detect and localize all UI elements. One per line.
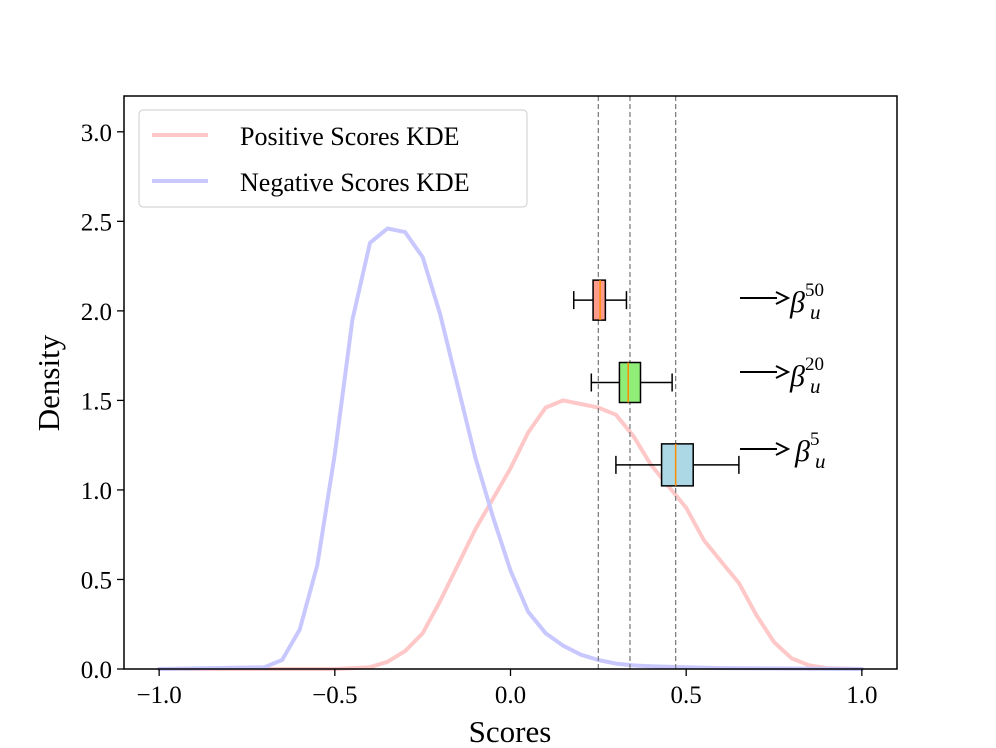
y-tick-label-4: 2.0 [81, 299, 112, 326]
boxplot-50 [572, 279, 628, 321]
annotation-beta-5: β5 u [740, 429, 826, 473]
y-tick-label-1: 0.5 [81, 567, 112, 594]
y-axis-label: Density [31, 334, 66, 431]
kde-line-positive [157, 398, 864, 671]
x-tick-label-1: −0.5 [312, 682, 357, 709]
y-tick-label-0: 0.0 [81, 657, 112, 684]
box [618, 361, 642, 404]
label-beta-5: β5 u [794, 429, 826, 473]
annotation-beta-50: β50 u [740, 280, 824, 324]
y-tick-label-6: 3.0 [81, 120, 112, 147]
beta-50-sup: 50 [805, 280, 824, 301]
x-tick-label-2: 0.0 [495, 682, 526, 709]
plot-layer [157, 96, 864, 671]
x-tick-label-4: 1.0 [846, 682, 877, 709]
boxplot-5 [615, 443, 740, 487]
legend: Positive Scores KDE Negative Scores KDE [138, 109, 528, 208]
arrow-head-beta-20 [775, 365, 791, 379]
x-tick-label-0: −1.0 [136, 682, 181, 709]
axis-layer: −1.0 −0.5 0.0 0.5 1.0 0.0 0.5 1.0 1.5 2.0 2.5 3.0 [81, 120, 878, 709]
beta-20-sub: u [810, 374, 821, 398]
y-tick-label-5: 2.5 [81, 209, 112, 236]
beta-5-sub: u [815, 449, 826, 473]
annotation-beta-20: β20 u [740, 354, 824, 398]
beta-5-base: β [794, 435, 810, 468]
arrow-head-beta-5 [775, 442, 791, 456]
beta-50-base: β [789, 286, 805, 319]
beta-20-sup: 20 [805, 354, 824, 375]
legend-frame [138, 109, 528, 208]
label-beta-50: β50 u [789, 280, 824, 324]
x-axis-label: Scores [469, 714, 552, 748]
boxplot-20 [590, 361, 673, 404]
legend-label-negative: Negative Scores KDE [240, 168, 470, 197]
arrow-head-beta-50 [775, 291, 791, 305]
kde-line-negative [157, 226, 864, 671]
y-tick-label-3: 1.5 [81, 388, 112, 415]
label-beta-20: β20 u [789, 354, 824, 398]
legend-label-positive: Positive Scores KDE [240, 122, 460, 151]
beta-50-sub: u [810, 300, 821, 324]
x-tick-label-3: 0.5 [671, 682, 702, 709]
y-tick-label-2: 1.0 [81, 478, 112, 505]
box [660, 443, 694, 487]
box [592, 279, 607, 321]
beta-20-base: β [789, 360, 805, 393]
beta-5-sup: 5 [810, 429, 820, 450]
